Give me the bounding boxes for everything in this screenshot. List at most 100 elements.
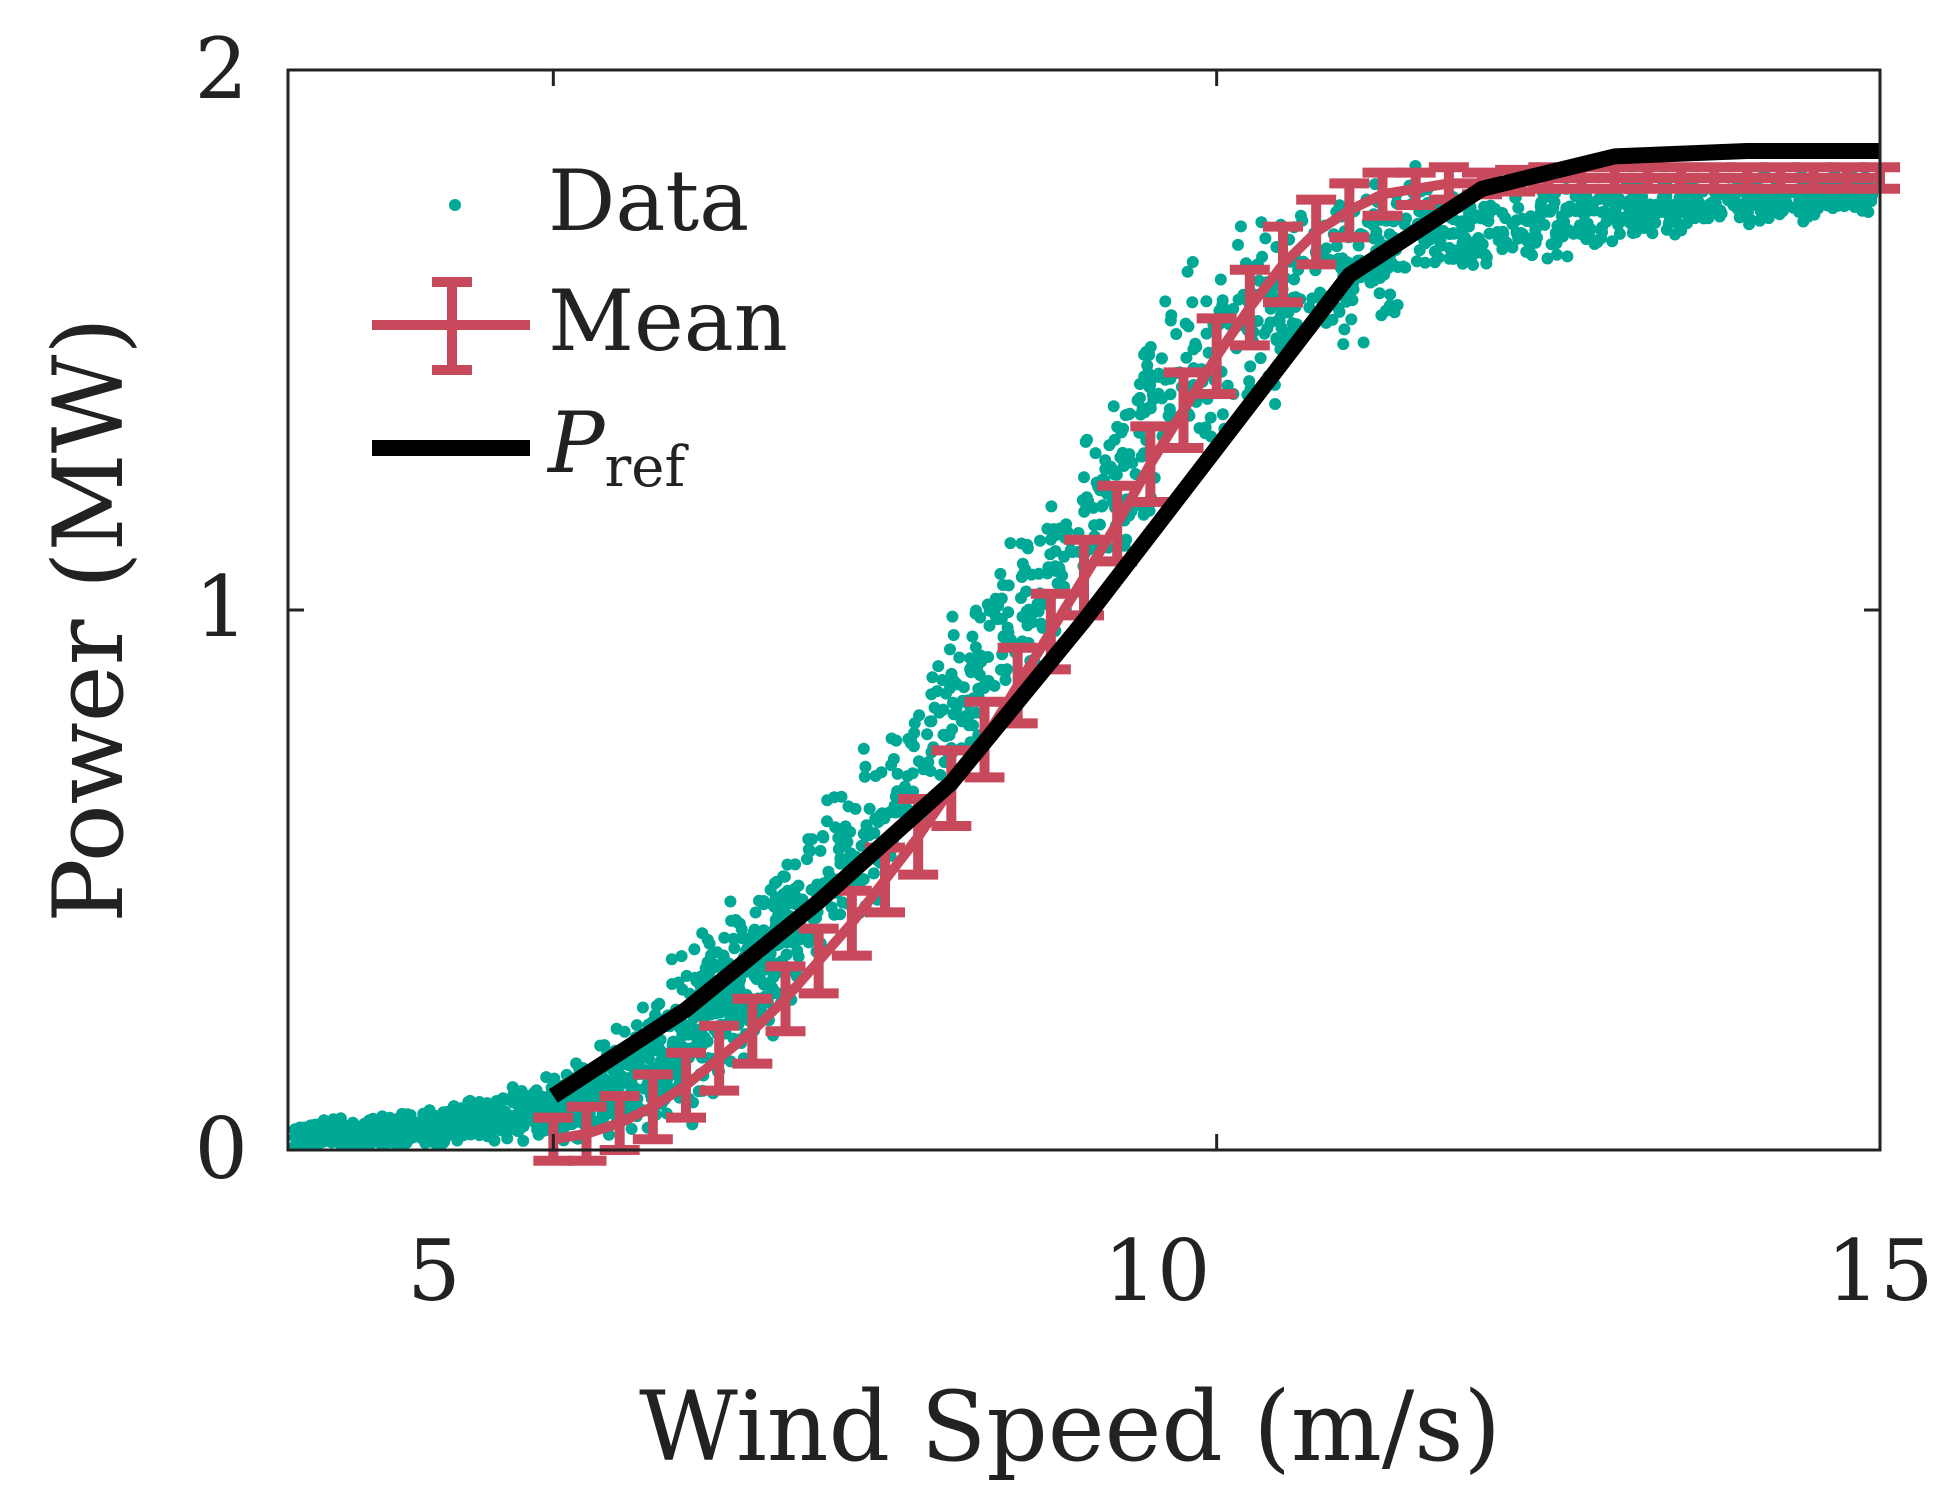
data-point bbox=[754, 926, 766, 939]
data-point bbox=[388, 1135, 401, 1148]
ticks-layer bbox=[288, 68, 1882, 1152]
data-point bbox=[857, 873, 870, 886]
data-point bbox=[1181, 265, 1194, 278]
data-point bbox=[720, 995, 733, 1008]
data-point bbox=[836, 896, 849, 909]
data-point bbox=[724, 895, 737, 908]
data-point bbox=[1368, 274, 1381, 287]
data-point bbox=[1373, 287, 1386, 300]
data-point bbox=[934, 768, 947, 781]
data-point bbox=[1345, 313, 1358, 326]
data-point bbox=[1626, 227, 1639, 239]
data-point bbox=[1372, 234, 1385, 246]
data-point bbox=[859, 760, 872, 773]
data-point bbox=[875, 766, 888, 779]
data-point bbox=[498, 1121, 511, 1134]
data-point bbox=[1061, 525, 1074, 538]
data-point bbox=[1541, 252, 1554, 265]
data-point bbox=[1214, 273, 1227, 286]
data-point bbox=[1443, 241, 1456, 254]
data-point bbox=[983, 619, 996, 632]
data-point bbox=[1419, 256, 1432, 269]
data-point bbox=[772, 907, 785, 919]
mean-errorbar bbox=[732, 993, 773, 1069]
data-point bbox=[1143, 504, 1156, 517]
data-point bbox=[970, 706, 982, 719]
data-point bbox=[901, 770, 914, 783]
data-point bbox=[1357, 336, 1370, 349]
data-point bbox=[804, 844, 817, 857]
data-point bbox=[495, 1094, 508, 1107]
data-point bbox=[1244, 360, 1257, 373]
data-point bbox=[1673, 191, 1686, 204]
data-point bbox=[835, 832, 848, 845]
data-point bbox=[921, 728, 934, 741]
data-point bbox=[904, 737, 917, 749]
data-point bbox=[857, 742, 870, 755]
data-point bbox=[1447, 227, 1460, 240]
data-point bbox=[1612, 218, 1625, 231]
data-point bbox=[1470, 209, 1482, 222]
data-point bbox=[1627, 207, 1640, 220]
data-point bbox=[966, 630, 979, 643]
data-point bbox=[885, 759, 898, 772]
data-point bbox=[324, 1123, 336, 1136]
data-point bbox=[1705, 196, 1718, 209]
data-point bbox=[1821, 199, 1834, 212]
data-point bbox=[1613, 192, 1625, 205]
data-point bbox=[849, 802, 862, 815]
data-point bbox=[309, 1124, 322, 1137]
data-point bbox=[1744, 213, 1757, 226]
data-point bbox=[947, 629, 960, 641]
x-tick-label-5: 5 bbox=[407, 1222, 460, 1320]
data-point bbox=[945, 678, 957, 690]
data-point bbox=[1839, 194, 1852, 207]
data-point bbox=[1795, 206, 1808, 219]
data-point bbox=[924, 715, 937, 728]
data-point bbox=[641, 1043, 654, 1056]
data-point bbox=[925, 688, 938, 701]
data-point bbox=[701, 933, 714, 946]
data-point bbox=[994, 567, 1007, 580]
data-point bbox=[289, 1139, 302, 1150]
data-point bbox=[1016, 557, 1029, 570]
data-point bbox=[1294, 209, 1307, 222]
data-points bbox=[289, 160, 1879, 1150]
data-point bbox=[695, 1029, 708, 1042]
data-layer bbox=[289, 143, 1900, 1166]
data-point bbox=[735, 923, 748, 936]
data-point bbox=[1273, 314, 1286, 327]
mean-errorbar bbox=[1130, 421, 1171, 507]
data-point bbox=[729, 914, 742, 926]
data-point bbox=[350, 1124, 363, 1136]
data-point bbox=[1186, 256, 1199, 268]
data-point bbox=[1480, 207, 1493, 220]
data-point bbox=[1646, 227, 1659, 240]
data-point bbox=[1163, 403, 1176, 415]
data-point bbox=[516, 1106, 529, 1119]
data-point bbox=[1119, 457, 1131, 470]
data-point bbox=[757, 895, 770, 907]
data-point bbox=[1099, 454, 1112, 467]
data-point bbox=[964, 652, 977, 665]
data-point bbox=[1662, 217, 1675, 230]
data-point bbox=[1523, 233, 1536, 246]
data-point bbox=[1506, 217, 1519, 230]
data-point bbox=[413, 1127, 426, 1140]
data-point bbox=[1496, 243, 1509, 256]
mean-errorbar bbox=[798, 923, 839, 999]
y-tick-label-2: 2 bbox=[195, 20, 248, 118]
data-point bbox=[913, 709, 926, 722]
data-point bbox=[1078, 471, 1090, 484]
data-point bbox=[727, 932, 740, 945]
data-point bbox=[1545, 238, 1558, 251]
data-point bbox=[517, 1134, 530, 1147]
data-point bbox=[829, 821, 842, 834]
data-point bbox=[1204, 411, 1217, 424]
data-point bbox=[618, 1025, 631, 1038]
data-point bbox=[1051, 577, 1064, 590]
data-point bbox=[728, 942, 741, 955]
data-point bbox=[1397, 260, 1410, 273]
mean-errorbar bbox=[1229, 264, 1270, 351]
x-tick-label-10: 10 bbox=[1104, 1222, 1211, 1320]
